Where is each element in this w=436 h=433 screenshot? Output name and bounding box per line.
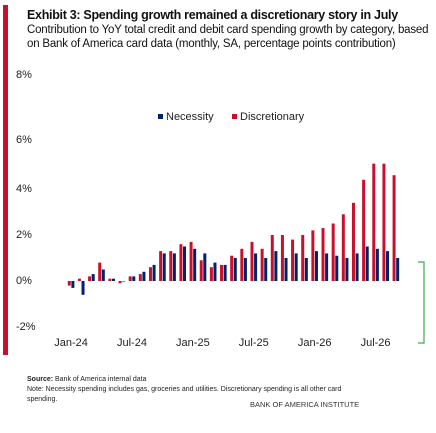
bar xyxy=(240,248,244,281)
bar xyxy=(250,241,254,281)
bar xyxy=(270,235,274,281)
bar xyxy=(108,278,112,281)
bar xyxy=(223,264,227,281)
brand: BANK OF AMERICA INSTITUTE xyxy=(250,400,360,409)
footer: Source: Bank of America internal data No… xyxy=(27,375,427,405)
y-tick-label: 2% xyxy=(16,229,32,241)
bar xyxy=(311,230,315,281)
bar xyxy=(159,251,163,281)
bar xyxy=(351,202,355,281)
x-tick-label: Jan-25 xyxy=(176,337,210,349)
chart-subtitle: Contribution to YoY total credit and deb… xyxy=(27,24,429,50)
bar xyxy=(335,255,339,281)
bar xyxy=(169,251,173,281)
legend-swatch xyxy=(158,114,163,119)
legend-label: Discretionary xyxy=(240,111,305,123)
y-tick-label: 8% xyxy=(16,69,32,81)
bar xyxy=(77,278,81,281)
bar xyxy=(203,253,207,281)
bar xyxy=(189,241,193,281)
bar xyxy=(233,258,237,281)
bar xyxy=(331,223,335,281)
bar xyxy=(294,253,298,281)
bar xyxy=(88,276,92,281)
bar xyxy=(325,253,329,281)
bar xyxy=(98,262,102,281)
bar xyxy=(152,264,156,281)
bar xyxy=(345,258,349,281)
source-text: Bank of America internal data xyxy=(55,376,147,383)
bar xyxy=(148,267,152,281)
y-tick-label: 0% xyxy=(16,275,32,287)
x-tick-label: Jan-26 xyxy=(298,337,332,349)
bar xyxy=(264,258,268,281)
bar xyxy=(101,269,105,281)
bar xyxy=(183,246,187,281)
bar xyxy=(291,239,295,281)
bar xyxy=(375,248,379,281)
x-tick-label: Jan-24 xyxy=(54,337,88,349)
bar xyxy=(118,281,122,284)
source-label: Source: xyxy=(27,376,54,383)
bar xyxy=(138,274,142,281)
bar xyxy=(260,248,264,281)
bar xyxy=(355,253,359,281)
bar xyxy=(362,179,366,281)
bar xyxy=(71,281,75,288)
bar xyxy=(111,278,115,281)
bar xyxy=(254,253,258,281)
bar xyxy=(280,235,284,281)
chart-title: Exhibit 3: Spending growth remained a di… xyxy=(27,8,398,22)
bar xyxy=(179,244,183,281)
legend-label: Necessity xyxy=(166,111,214,123)
legend-swatch xyxy=(232,114,237,119)
bar xyxy=(132,276,136,281)
bar xyxy=(301,235,305,281)
y-tick-label: 6% xyxy=(16,134,32,146)
bar xyxy=(230,255,234,281)
bar xyxy=(122,281,126,282)
bar xyxy=(304,258,308,281)
bar xyxy=(372,163,376,281)
bar xyxy=(209,267,213,281)
y-tick-label: -2% xyxy=(16,321,36,333)
source: Source: Bank of America internal data xyxy=(27,375,427,385)
bar xyxy=(314,251,318,281)
bar xyxy=(243,258,247,281)
bar xyxy=(396,258,400,281)
bar xyxy=(162,253,166,281)
header: Exhibit 3: Spending growth remained a di… xyxy=(27,8,432,51)
bar xyxy=(213,262,217,281)
bar xyxy=(220,264,224,281)
bar xyxy=(386,251,390,281)
bar xyxy=(382,163,386,281)
note: Note: Necessity spending includes gas, g… xyxy=(27,386,342,403)
bar xyxy=(91,274,95,281)
bar xyxy=(365,246,369,281)
bar xyxy=(172,253,176,281)
x-tick-label: Jul-26 xyxy=(361,337,391,349)
bar xyxy=(392,175,396,281)
bar xyxy=(274,251,278,281)
bar xyxy=(341,214,345,281)
accent-bar xyxy=(3,5,8,355)
bar xyxy=(142,271,146,281)
x-tick-label: Jul-24 xyxy=(117,337,147,349)
y-tick-label: 4% xyxy=(16,183,32,195)
annotation-bracket xyxy=(418,261,425,344)
bar xyxy=(193,248,197,281)
bar xyxy=(284,258,288,281)
bar xyxy=(81,281,85,295)
bar xyxy=(128,276,132,281)
bar xyxy=(199,260,203,281)
x-tick-label: Jul-25 xyxy=(239,337,269,349)
bar xyxy=(67,281,71,286)
bar xyxy=(321,228,325,281)
